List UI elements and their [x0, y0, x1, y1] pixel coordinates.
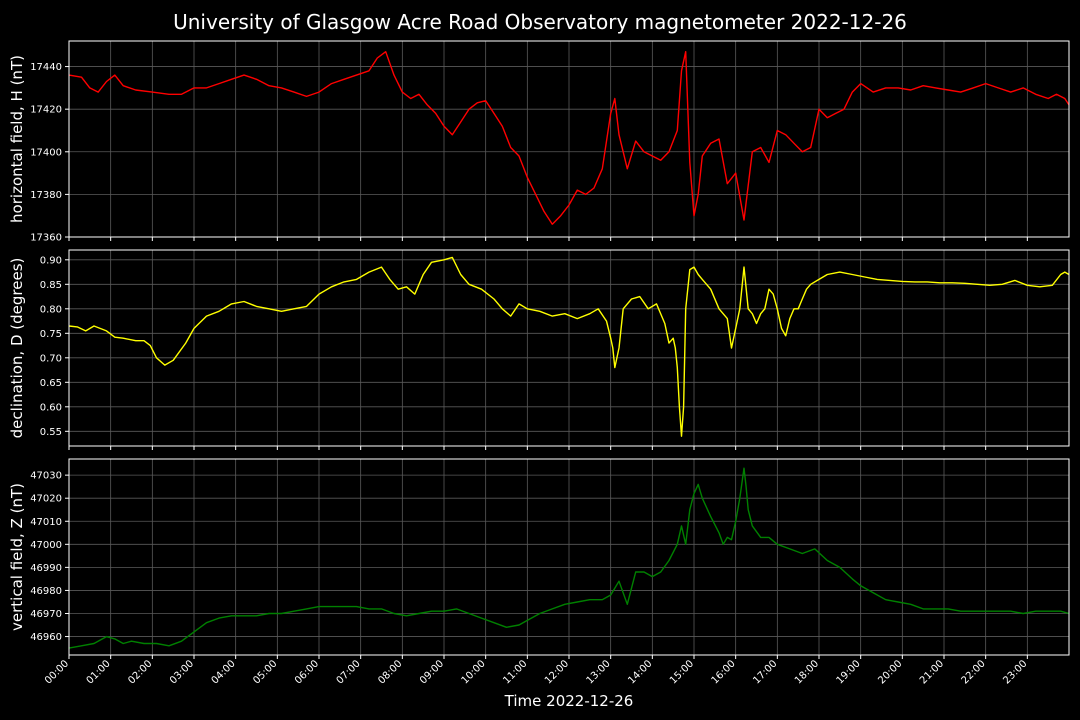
- vertical-field-panel: 46960 46970 46980 46990 47000 47010 47020 47030…: [8, 458, 1070, 659]
- declination-panel: 0.55 0.60 0.65 0.70 0.75 0.80 0.85 0.90 declinat…: [8, 249, 1070, 450]
- declination-ytick-label: 0.65: [40, 378, 62, 389]
- declination-ytick-label: 0.55: [40, 427, 62, 438]
- horizontal-field-series-line: [68, 51, 1070, 225]
- vertical-field-ytick-label: 47010: [30, 517, 62, 528]
- vertical-field-ytick-label: 47020: [30, 494, 62, 505]
- horizontal-field-ylabel: horizontal field, H (nT): [8, 55, 26, 223]
- declination-ytick-label: 0.60: [40, 402, 62, 413]
- vertical-field-series-line: [68, 467, 1070, 649]
- horizontal-field-ytick-label: 17360: [30, 233, 62, 244]
- horizontal-field-frame: [68, 40, 1070, 238]
- vertical-field-ytick-label: 47000: [30, 540, 62, 551]
- vertical-field-ytick-label: 46990: [30, 563, 62, 574]
- vertical-field-ytick-label: 47030: [30, 471, 62, 482]
- declination-frame: [68, 249, 1070, 447]
- vertical-field-frame: [68, 458, 1070, 656]
- declination-ytick-label: 0.85: [40, 280, 62, 291]
- horizontal-field-ytick-label: 17400: [30, 147, 62, 158]
- vertical-field-ylabel: vertical field, Z (nT): [8, 483, 26, 631]
- horizontal-field-ytick-label: 17420: [30, 105, 62, 116]
- horizontal-field-panel: 17360 17380 17400 17420 17440 horizontal fiel…: [8, 40, 1070, 244]
- vertical-field-ytick-label: 46980: [30, 586, 62, 597]
- declination-ytick-label: 0.70: [40, 353, 62, 364]
- declination-ytick-label: 0.75: [40, 329, 62, 340]
- declination-series-line: [68, 256, 1070, 437]
- vertical-field-ytick-label: 46960: [30, 632, 62, 643]
- declination-ylabel: declination, D (degrees): [8, 258, 26, 439]
- vertical-field-ytick-label: 46970: [30, 609, 62, 620]
- chart-title: University of Glasgow Acre Road Observat…: [173, 10, 907, 34]
- declination-ytick-label: 0.80: [40, 304, 62, 315]
- declination-ytick-label: 0.90: [40, 255, 62, 266]
- horizontal-field-ytick-label: 17380: [30, 190, 62, 201]
- horizontal-field-ytick-label: 17440: [30, 62, 62, 73]
- x-axis-label: Time 2022-12-26: [504, 692, 634, 710]
